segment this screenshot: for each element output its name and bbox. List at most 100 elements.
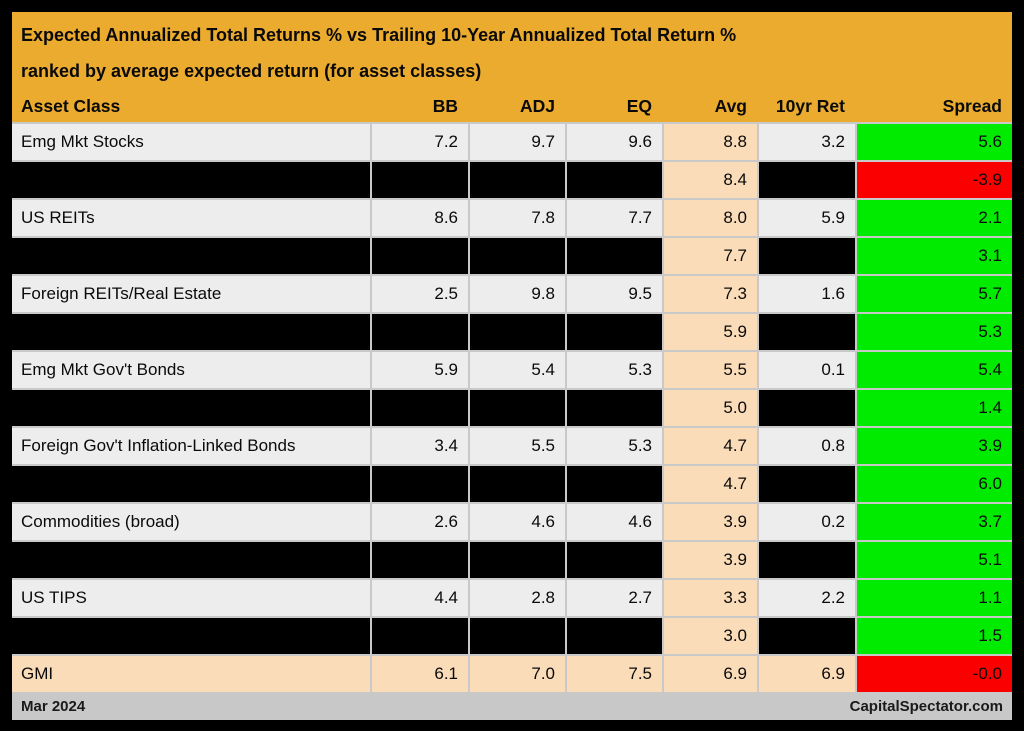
cell-asset	[12, 390, 370, 426]
table-row: US TIPS 4.4 2.8 2.7 3.3 2.2 1.1	[12, 580, 1012, 616]
cell-eq: 5.3	[567, 428, 662, 464]
cell-adj: 9.7	[470, 124, 565, 160]
cell-ret10: 0.2	[759, 504, 855, 540]
column-header-spread: Spread	[942, 96, 1002, 116]
cell-asset	[12, 466, 370, 502]
table-row-redacted: 5.0 1.4	[12, 390, 1012, 426]
cell-asset: Emg Mkt Stocks	[12, 124, 370, 160]
cell-spread: 3.1	[857, 238, 1012, 274]
footer-date: Mar 2024	[21, 697, 86, 715]
cell-eq: 9.6	[567, 124, 662, 160]
cell-bb	[372, 618, 468, 654]
cell-ret10: 3.2	[759, 124, 855, 160]
cell-avg: 3.3	[664, 580, 757, 616]
cell-ret10: 6.9	[759, 656, 855, 692]
table-row: Foreign REITs/Real Estate 2.5 9.8 9.5 7.3 1.6…	[12, 276, 1012, 312]
cell-adj	[470, 314, 565, 350]
cell-asset: Emg Mkt Gov't Bonds	[12, 352, 370, 388]
cell-ret10: 0.1	[759, 352, 855, 388]
cell-adj	[470, 162, 565, 198]
cell-ret10	[759, 162, 855, 198]
cell-adj: 7.0	[470, 656, 565, 692]
cell-eq	[567, 238, 662, 274]
cell-asset: US REITs	[12, 200, 370, 236]
column-header-asset-class: Asset Class	[21, 96, 121, 116]
column-header-eq: EQ	[626, 96, 652, 116]
cell-avg: 7.3	[664, 276, 757, 312]
table-row: GMI 6.1 7.0 7.5 6.9 6.9 -0.0	[12, 656, 1012, 692]
cell-adj: 4.6	[470, 504, 565, 540]
cell-spread: 5.1	[857, 542, 1012, 578]
cell-ret10	[759, 618, 855, 654]
cell-adj	[470, 542, 565, 578]
cell-eq	[567, 466, 662, 502]
table-footer: Mar 2024 CapitalSpectator.com	[12, 692, 1012, 720]
footer-brand: CapitalSpectator.com	[849, 697, 1003, 715]
cell-bb	[372, 542, 468, 578]
cell-adj: 2.8	[470, 580, 565, 616]
cell-bb: 7.2	[372, 124, 468, 160]
cell-bb	[372, 238, 468, 274]
table-row: Emg Mkt Gov't Bonds 5.9 5.4 5.3 5.5 0.1 5.4	[12, 352, 1012, 388]
cell-spread: 5.7	[857, 276, 1012, 312]
cell-asset: Foreign REITs/Real Estate	[12, 276, 370, 312]
table-row: Emg Mkt Stocks 7.2 9.7 9.6 8.8 3.2 5.6	[12, 124, 1012, 160]
cell-eq: 7.5	[567, 656, 662, 692]
cell-ret10	[759, 390, 855, 426]
cell-asset: Foreign Gov't Inflation-Linked Bonds	[12, 428, 370, 464]
cell-ret10	[759, 238, 855, 274]
table-row-redacted: 3.0 1.5	[12, 618, 1012, 654]
cell-spread: 1.1	[857, 580, 1012, 616]
cell-avg: 5.5	[664, 352, 757, 388]
cell-ret10	[759, 542, 855, 578]
cell-eq: 5.3	[567, 352, 662, 388]
cell-asset: US TIPS	[12, 580, 370, 616]
cell-ret10: 5.9	[759, 200, 855, 236]
cell-avg: 4.7	[664, 428, 757, 464]
cell-bb: 2.5	[372, 276, 468, 312]
table-title-line1: Expected Annualized Total Returns % vs T…	[21, 25, 737, 45]
cell-spread: 2.1	[857, 200, 1012, 236]
cell-eq	[567, 390, 662, 426]
column-header-adj: ADJ	[519, 96, 555, 116]
table-row-redacted: 8.4 -3.9	[12, 162, 1012, 198]
cell-spread: 1.5	[857, 618, 1012, 654]
cell-eq	[567, 162, 662, 198]
table-row: US REITs 8.6 7.8 7.7 8.0 5.9 2.1	[12, 200, 1012, 236]
cell-adj	[470, 466, 565, 502]
cell-avg: 3.0	[664, 618, 757, 654]
cell-bb: 6.1	[372, 656, 468, 692]
table-body: Emg Mkt Stocks 7.2 9.7 9.6 8.8 3.2 5.6 8.4 -3.9 U…	[12, 122, 1012, 692]
cell-adj: 5.4	[470, 352, 565, 388]
cell-bb	[372, 466, 468, 502]
table-title-line2: ranked by average expected return (for a…	[21, 61, 482, 81]
cell-eq: 2.7	[567, 580, 662, 616]
cell-ret10: 1.6	[759, 276, 855, 312]
cell-bb: 8.6	[372, 200, 468, 236]
cell-adj	[470, 390, 565, 426]
cell-eq	[567, 542, 662, 578]
cell-avg: 8.8	[664, 124, 757, 160]
cell-spread: -3.9	[857, 162, 1012, 198]
cell-spread: 3.9	[857, 428, 1012, 464]
cell-bb: 3.4	[372, 428, 468, 464]
cell-eq: 7.7	[567, 200, 662, 236]
column-header-avg: Avg	[714, 96, 747, 116]
cell-ret10	[759, 466, 855, 502]
column-header-bb: BB	[432, 96, 458, 116]
cell-spread: -0.0	[857, 656, 1012, 692]
cell-bb	[372, 390, 468, 426]
cell-bb: 2.6	[372, 504, 468, 540]
cell-bb: 4.4	[372, 580, 468, 616]
cell-bb: 5.9	[372, 352, 468, 388]
cell-avg: 8.4	[664, 162, 757, 198]
cell-adj: 5.5	[470, 428, 565, 464]
cell-eq: 9.5	[567, 276, 662, 312]
cell-ret10: 2.2	[759, 580, 855, 616]
cell-avg: 6.9	[664, 656, 757, 692]
cell-spread: 5.6	[857, 124, 1012, 160]
cell-spread: 5.3	[857, 314, 1012, 350]
cell-spread: 3.7	[857, 504, 1012, 540]
cell-ret10: 0.8	[759, 428, 855, 464]
